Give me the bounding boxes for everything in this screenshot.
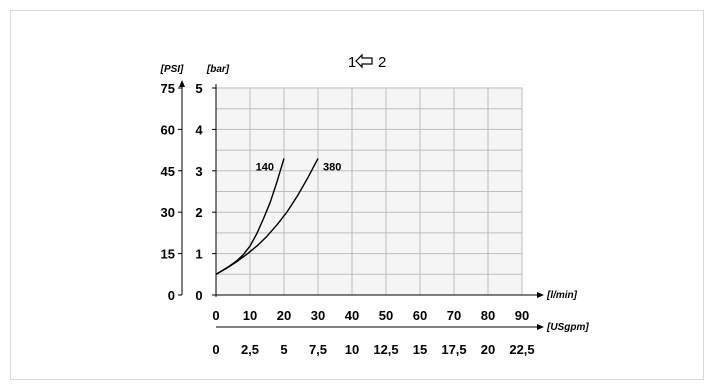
lmin-tick-label: 60 [413, 308, 427, 323]
lmin-tick-label: 90 [515, 308, 529, 323]
psi-tick-label: 0 [168, 288, 175, 303]
bar-tick-label: 4 [195, 122, 203, 137]
left-arrow-icon [355, 53, 373, 69]
lmin-tick-label: 80 [481, 308, 495, 323]
curve-380 [215, 158, 319, 275]
psi-unit-label: [PSI] [160, 64, 184, 75]
chart-title-left: 1 [348, 54, 356, 71]
lmin-tick-label: 70 [447, 308, 461, 323]
psi-tick-label: 30 [161, 205, 175, 220]
usgpm-tick-label: 20 [481, 342, 495, 357]
usgpm-tick-label: 22,5 [509, 342, 534, 357]
chart-title-right: 2 [378, 54, 386, 71]
bar-tick-label: 2 [195, 205, 202, 220]
usgpm-tick-label: 10 [345, 342, 359, 357]
usgpm-tick-label: 12,5 [373, 342, 398, 357]
psi-tick-label: 60 [161, 122, 175, 137]
usgpm-tick-label: 2,5 [241, 342, 259, 357]
bar-tick-label: 5 [195, 81, 202, 96]
lmin-unit-label: [l/min] [546, 290, 578, 301]
lmin-axis-arrow [537, 292, 544, 298]
psi-tick-label: 15 [161, 247, 175, 262]
lmin-tick-label: 0 [212, 308, 219, 323]
curves: 140 380 [215, 158, 341, 275]
bar-tick-label: 1 [195, 247, 202, 262]
usgpm-tick-label: 15 [413, 342, 427, 357]
lmin-tick-label: 10 [243, 308, 257, 323]
curve-label-380: 380 [323, 161, 341, 173]
bar-tick-label: 3 [195, 164, 202, 179]
lmin-tick-label: 50 [379, 308, 393, 323]
usgpm-unit-label: [USgpm] [546, 322, 589, 333]
usgpm-tick-label: 5 [280, 342, 287, 357]
curve-label-140: 140 [256, 161, 274, 173]
psi-tick-label: 45 [161, 164, 175, 179]
lmin-tick-label: 40 [345, 308, 359, 323]
lmin-tick-label: 30 [311, 308, 325, 323]
psi-axis-arrow [179, 80, 185, 87]
bar-unit-label: [bar] [206, 64, 230, 75]
usgpm-axis-arrow [537, 324, 544, 330]
lmin-tick-label: 20 [277, 308, 291, 323]
usgpm-tick-label: 17,5 [441, 342, 466, 357]
usgpm-tick-label: 7,5 [309, 342, 327, 357]
bar-tick-label: 0 [195, 288, 202, 303]
usgpm-tick-label: 0 [212, 342, 219, 357]
psi-tick-label: 75 [161, 81, 175, 96]
grid [216, 87, 523, 295]
